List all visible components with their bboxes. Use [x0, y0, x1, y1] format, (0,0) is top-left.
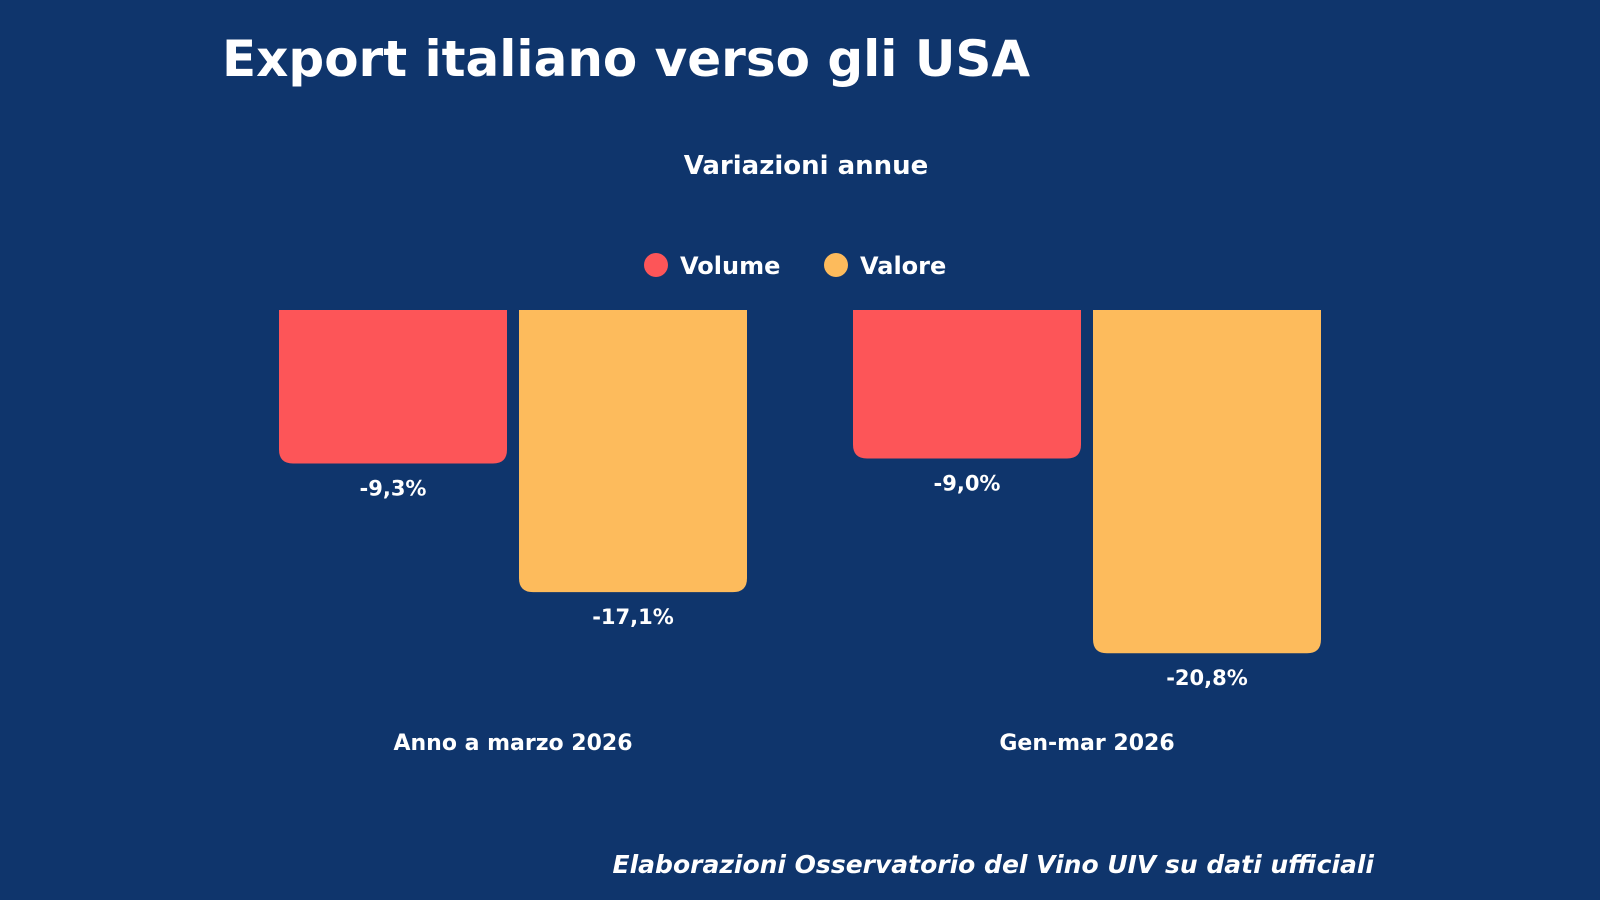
category-label-anno-a-marzo-2026: Anno a marzo 2026: [393, 731, 632, 756]
chart-subtitle: Variazioni annue: [684, 151, 929, 181]
legend-label-valore: Valore: [860, 252, 946, 280]
value-label-valore-1: -20,8%: [1166, 666, 1248, 690]
value-label-volume-1: -9,0%: [934, 472, 1001, 496]
legend: Volume Valore: [644, 252, 946, 280]
legend-swatch-volume: [644, 253, 668, 277]
source-note: Elaborazioni Osservatorio del Vino UIV s…: [613, 850, 1375, 879]
bar-valore-1: [1093, 310, 1321, 654]
legend-label-volume: Volume: [680, 252, 780, 280]
value-label-volume-0: -9,3%: [360, 476, 427, 500]
bar-valore-0: [519, 310, 747, 593]
legend-swatch-valore: [824, 253, 848, 277]
category-label-gen-mar-2026: Gen-mar 2026: [999, 731, 1174, 756]
bar-volume-1: [853, 310, 1081, 459]
value-label-valore-0: -17,1%: [592, 605, 674, 629]
chart-title: Export italiano verso gli USA: [222, 30, 1030, 88]
bars-group: [279, 310, 1321, 654]
bar-volume-0: [279, 310, 507, 464]
value-labels-group: -9,3% -17,1% -9,0% -20,8%: [360, 472, 1248, 691]
